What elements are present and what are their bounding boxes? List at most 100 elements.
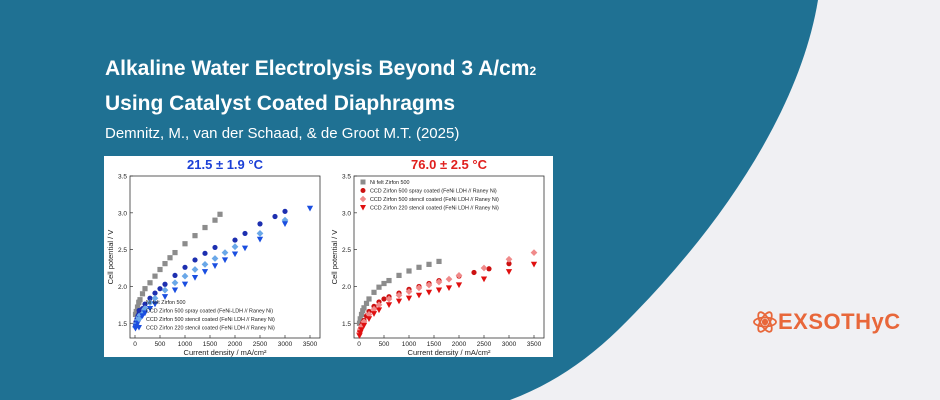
data-point — [365, 316, 373, 322]
data-point — [358, 311, 365, 318]
chart-title: 21.5 ± 1.9 °C — [187, 157, 264, 172]
y-tick-label: 3.0 — [342, 210, 351, 217]
data-point — [480, 276, 488, 283]
data-point — [139, 313, 146, 320]
plot-frame — [353, 175, 545, 339]
data-point — [405, 288, 413, 295]
x-tick-label: 500 — [155, 341, 166, 348]
figure-panel: 21.5 ± 1.9 °C 0 500 1000 1500 2000 2500 3000 350… — [104, 156, 553, 357]
data-point — [415, 284, 423, 292]
data-point — [221, 249, 229, 256]
legend-marker — [136, 299, 142, 305]
data-point — [506, 261, 512, 267]
x-tick-label: 1500 — [203, 341, 218, 348]
data-point — [256, 236, 264, 243]
data-point — [171, 279, 179, 287]
y-axis-label: Cell potential / V — [330, 230, 339, 285]
y-tick-label: 3.5 — [342, 174, 351, 181]
data-point — [139, 291, 146, 297]
data-point — [146, 305, 154, 312]
data-point — [182, 241, 188, 247]
data-point — [161, 294, 169, 300]
data-point — [142, 301, 148, 307]
legend-marker — [135, 315, 143, 323]
data-point — [395, 298, 403, 305]
data-point — [157, 286, 163, 292]
data-point — [217, 211, 223, 217]
data-point — [221, 257, 229, 264]
logo-text: EXSOTHyC — [778, 309, 901, 334]
exsothyc-logo: EXSOTHyC — [752, 309, 901, 335]
data-point — [530, 261, 538, 268]
charts-svg: 21.5 ± 1.9 °C 0 500 1000 1500 2000 2500 3000 350… — [106, 157, 545, 357]
data-point — [436, 258, 442, 265]
data-point — [396, 272, 402, 279]
y-tick-label: 2.0 — [118, 284, 127, 291]
x-tick-label: 0 — [133, 341, 137, 348]
data-point — [375, 307, 383, 314]
data-point — [231, 243, 239, 251]
data-point — [211, 255, 219, 262]
legend-entry: CCD Zirfon 500 stencil coated (FeNi LDH … — [146, 317, 275, 323]
plot-frame — [129, 175, 321, 339]
data-point — [363, 300, 370, 306]
legend-marker — [360, 205, 366, 211]
data-point — [212, 217, 218, 223]
data-point — [356, 333, 363, 339]
data-point — [306, 205, 314, 212]
data-point — [505, 269, 513, 275]
page-title-line-1: Alkaline Water Electrolysis Beyond 3 A/c… — [105, 57, 537, 80]
data-point — [480, 264, 488, 272]
data-point — [366, 296, 372, 302]
data-point — [361, 305, 367, 311]
page-title-line-2: Using Catalyst Coated Diaphragms — [105, 92, 456, 115]
y-tick-label: 1.5 — [118, 321, 127, 328]
data-point — [162, 261, 168, 267]
y-tick-label: 3.0 — [118, 210, 127, 217]
data-point — [371, 289, 377, 295]
x-tick-label: 2500 — [477, 341, 492, 348]
data-point — [147, 295, 153, 301]
data-point — [282, 208, 288, 214]
x-tick-label: 3000 — [278, 341, 293, 348]
y-tick-label: 2.0 — [342, 284, 351, 291]
legend-entry: Ni felt Zirfon 500 — [146, 300, 186, 306]
x-tick-label: 2000 — [228, 341, 243, 348]
data-point — [365, 311, 373, 318]
data-point — [157, 266, 163, 273]
legend-entry: CCD Zirfon 500 spray coated (FeNi-LDH //… — [146, 309, 273, 315]
data-point — [281, 216, 289, 224]
data-point — [455, 282, 463, 289]
data-point — [132, 311, 139, 318]
data-point — [445, 285, 453, 292]
atom-icon — [753, 311, 777, 333]
data-point — [147, 280, 153, 286]
data-point — [191, 266, 199, 273]
legend-marker — [360, 179, 366, 185]
data-point — [172, 249, 178, 256]
data-point — [256, 230, 264, 237]
data-point — [376, 284, 382, 290]
data-point — [435, 278, 443, 286]
data-point — [381, 280, 387, 287]
data-point — [142, 286, 148, 292]
data-point — [530, 249, 538, 256]
y-tick-label: 2.5 — [342, 247, 351, 254]
data-point — [406, 268, 412, 274]
x-tick-label: 2000 — [452, 341, 467, 348]
data-point — [486, 266, 492, 272]
citation-authors: Demnitz, M., van der Schaad, & de Groot … — [105, 125, 460, 142]
data-point — [415, 292, 423, 299]
legend-marker — [136, 308, 142, 313]
data-point — [152, 290, 158, 296]
data-point — [455, 272, 463, 279]
data-point — [386, 277, 392, 284]
data-point — [141, 310, 149, 317]
data-point — [211, 263, 219, 269]
data-point — [435, 287, 443, 294]
data-point — [212, 244, 218, 251]
data-point — [191, 275, 199, 281]
data-point — [358, 327, 365, 334]
data-point — [405, 295, 413, 302]
legend-marker — [136, 325, 142, 331]
